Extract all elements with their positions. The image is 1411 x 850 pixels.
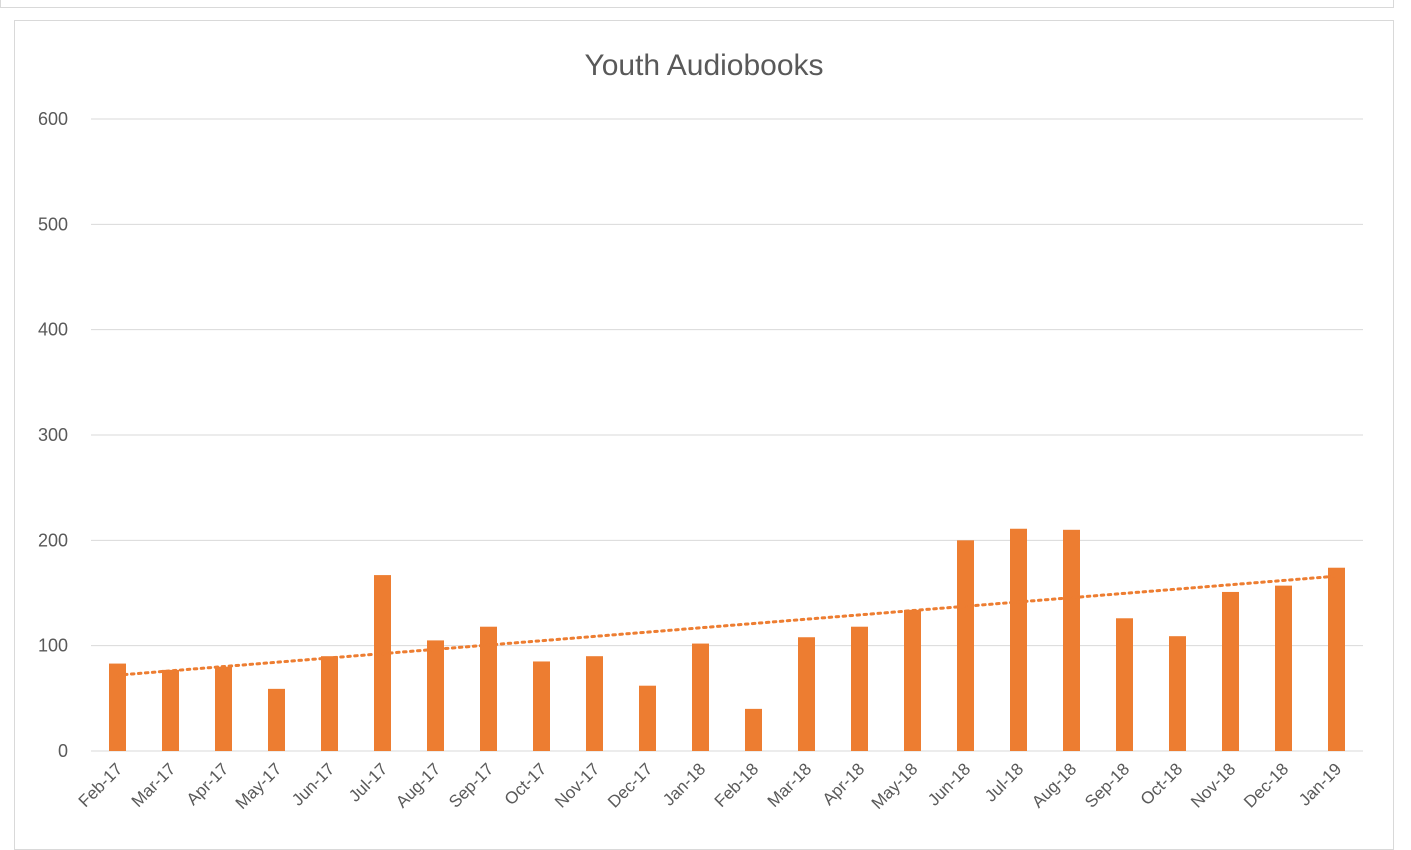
x-tick-label: Feb-17 (75, 759, 127, 811)
x-tick-label: Jul-17 (345, 759, 391, 805)
x-tick-label: Oct-17 (501, 759, 551, 809)
x-tick-label: Dec-18 (1240, 759, 1292, 811)
x-tick-label: Jan-19 (1295, 759, 1345, 809)
bar-Sep-17 (480, 626, 497, 751)
x-tick-label: Feb-18 (711, 759, 763, 811)
trendline-group (116, 574, 1338, 677)
y-tick-label: 600 (38, 109, 68, 129)
x-tick-label: Dec-17 (604, 759, 656, 811)
y-tick-label: 400 (38, 320, 68, 340)
bar-Apr-17 (215, 666, 232, 751)
bar-May-17 (268, 688, 285, 751)
bar-Mar-18 (798, 637, 815, 751)
x-tick-label: May-17 (232, 759, 286, 813)
x-tick-label: Aug-18 (1028, 759, 1080, 811)
previous-chart-frame (0, 0, 1394, 8)
y-tick-label: 0 (58, 741, 68, 761)
y-tick-label: 500 (38, 214, 68, 234)
gridlines (91, 118, 1363, 752)
y-tick-label: 300 (38, 425, 68, 445)
bar-Nov-18 (1222, 591, 1239, 751)
trendline (116, 574, 1338, 677)
bar-Jun-17 (321, 656, 338, 751)
x-tick-label: Jun-18 (924, 759, 974, 809)
bar-Jan-18 (692, 643, 709, 751)
x-tick-label: Jan-18 (659, 759, 709, 809)
bar-Feb-18 (745, 708, 762, 751)
x-tick-label: Nov-17 (551, 759, 603, 811)
x-tick-label: Jun-17 (288, 759, 338, 809)
bar-Jan-19 (1328, 567, 1345, 751)
bar-Dec-18 (1275, 585, 1292, 751)
x-tick-label: Mar-18 (764, 759, 816, 811)
y-tick-label: 200 (38, 530, 68, 550)
y-tick-label: 100 (38, 636, 68, 656)
x-tick-label: Sep-18 (1081, 759, 1133, 811)
x-axis-ticks: Feb-17 Mar-17 Apr-17 May-17 Jun-17 Jul-17 Aug-… (75, 759, 1346, 813)
bar-Feb-17 (109, 663, 126, 751)
bar-Nov-17 (586, 656, 603, 751)
x-tick-label: Apr-17 (183, 759, 233, 809)
bar-Oct-18 (1169, 636, 1186, 751)
bars (109, 528, 1345, 751)
x-tick-label: Oct-18 (1137, 759, 1187, 809)
bar-Oct-17 (533, 661, 550, 751)
bar-Mar-17 (162, 669, 179, 751)
y-axis-ticks: 0 100 200 300 400 500 600 (38, 109, 68, 761)
bar-Jun-18 (957, 540, 974, 751)
bar-Sep-18 (1116, 618, 1133, 751)
x-tick-label: Aug-17 (392, 759, 444, 811)
x-tick-label: Sep-17 (445, 759, 497, 811)
bar-Jul-17 (374, 575, 391, 751)
bar-May-18 (904, 609, 921, 751)
bar-Aug-17 (427, 640, 444, 751)
bar-Dec-17 (639, 685, 656, 751)
bar-Apr-18 (851, 626, 868, 751)
chart-title: Youth Audiobooks (584, 49, 823, 82)
bar-Aug-18 (1063, 529, 1080, 751)
x-tick-label: May-18 (868, 759, 922, 813)
bar-Jul-18 (1010, 528, 1027, 751)
x-tick-label: Mar-17 (128, 759, 180, 811)
x-tick-label: Apr-18 (819, 759, 869, 809)
x-tick-label: Nov-18 (1187, 759, 1239, 811)
x-tick-label: Jul-18 (981, 759, 1027, 805)
